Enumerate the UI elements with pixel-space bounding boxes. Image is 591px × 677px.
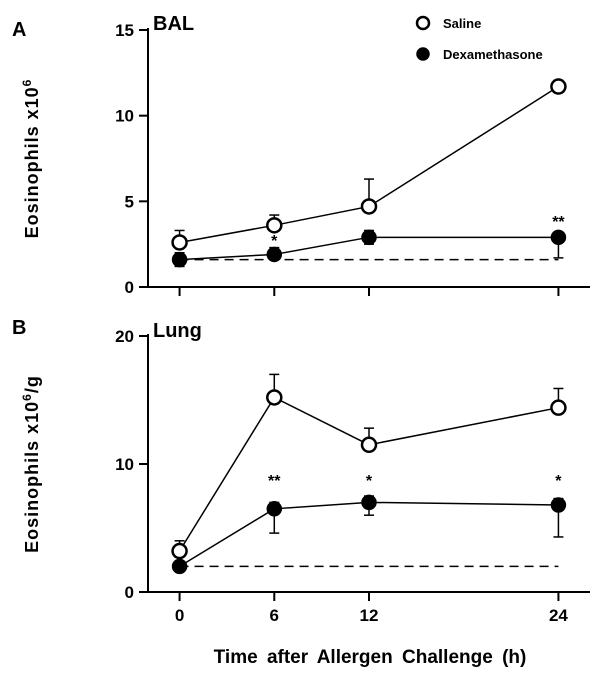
y-axis-label-text: Eosinophils x10 <box>22 86 42 238</box>
panel-letter: B <box>12 317 26 339</box>
data-point-saline <box>360 198 378 215</box>
data-point-dexamethasone <box>266 246 283 263</box>
data-point-dexamethasone <box>550 497 567 513</box>
y-axis-label: Eosinophils x106 <box>20 79 42 239</box>
data-point-saline <box>266 217 283 234</box>
y-axis-label-unit: /g <box>22 375 42 393</box>
series-line-saline <box>178 396 559 552</box>
significance-marker: * <box>271 233 278 250</box>
y-tick-label: 0 <box>125 278 134 297</box>
data-point-dexamethasone <box>361 229 377 246</box>
series-line-saline <box>179 85 559 244</box>
y-tick-label: 10 <box>115 107 134 126</box>
y-tick-label: 10 <box>115 455 134 474</box>
y-tick-label: 5 <box>125 192 134 211</box>
data-point-saline <box>266 389 283 406</box>
y-axis-label-exponent: 6 <box>20 79 34 87</box>
legend-marker-saline <box>415 15 431 31</box>
y-axis-label-exponent: 6 <box>20 393 34 401</box>
y-axis-label-text: Eosinophils x10 <box>22 401 42 553</box>
series-line-dexamethasone <box>179 501 559 568</box>
data-point-dexamethasone <box>171 251 188 268</box>
y-tick-label: 15 <box>115 21 134 40</box>
legend-label: Saline <box>443 16 481 31</box>
data-point-saline <box>171 542 188 560</box>
y-tick-label: 0 <box>125 583 134 602</box>
significance-marker: ** <box>268 473 281 490</box>
x-tick-label: 24 <box>549 606 568 625</box>
data-point-saline <box>360 436 378 454</box>
data-point-dexamethasone <box>171 558 188 575</box>
data-point-saline <box>171 234 188 251</box>
x-tick-label: 0 <box>175 606 184 625</box>
data-point-dexamethasone <box>550 229 567 246</box>
panel-letter: A <box>12 19 26 41</box>
x-axis-label: Time after Allergen Challenge (h) <box>214 647 527 668</box>
data-point-saline <box>550 78 567 95</box>
significance-marker: * <box>555 473 562 490</box>
x-tick-label: 12 <box>360 606 379 625</box>
data-point-saline <box>550 399 567 416</box>
data-point-dexamethasone <box>266 501 283 517</box>
panel-title: Lung <box>153 320 202 342</box>
data-point-dexamethasone <box>361 494 377 511</box>
panel-title: BAL <box>153 13 194 35</box>
legend-label: Dexamethasone <box>443 47 543 62</box>
significance-marker: ** <box>552 214 565 231</box>
legend: Saline Dexamethasone <box>415 15 543 62</box>
significance-marker: * <box>366 473 373 490</box>
x-tick-label: 6 <box>270 606 279 625</box>
legend-marker-dexamethasone <box>416 47 430 61</box>
series-line-dexamethasone <box>179 236 559 261</box>
y-axis-label: Eosinophils x106/g <box>20 375 42 553</box>
y-tick-label: 20 <box>115 327 134 346</box>
